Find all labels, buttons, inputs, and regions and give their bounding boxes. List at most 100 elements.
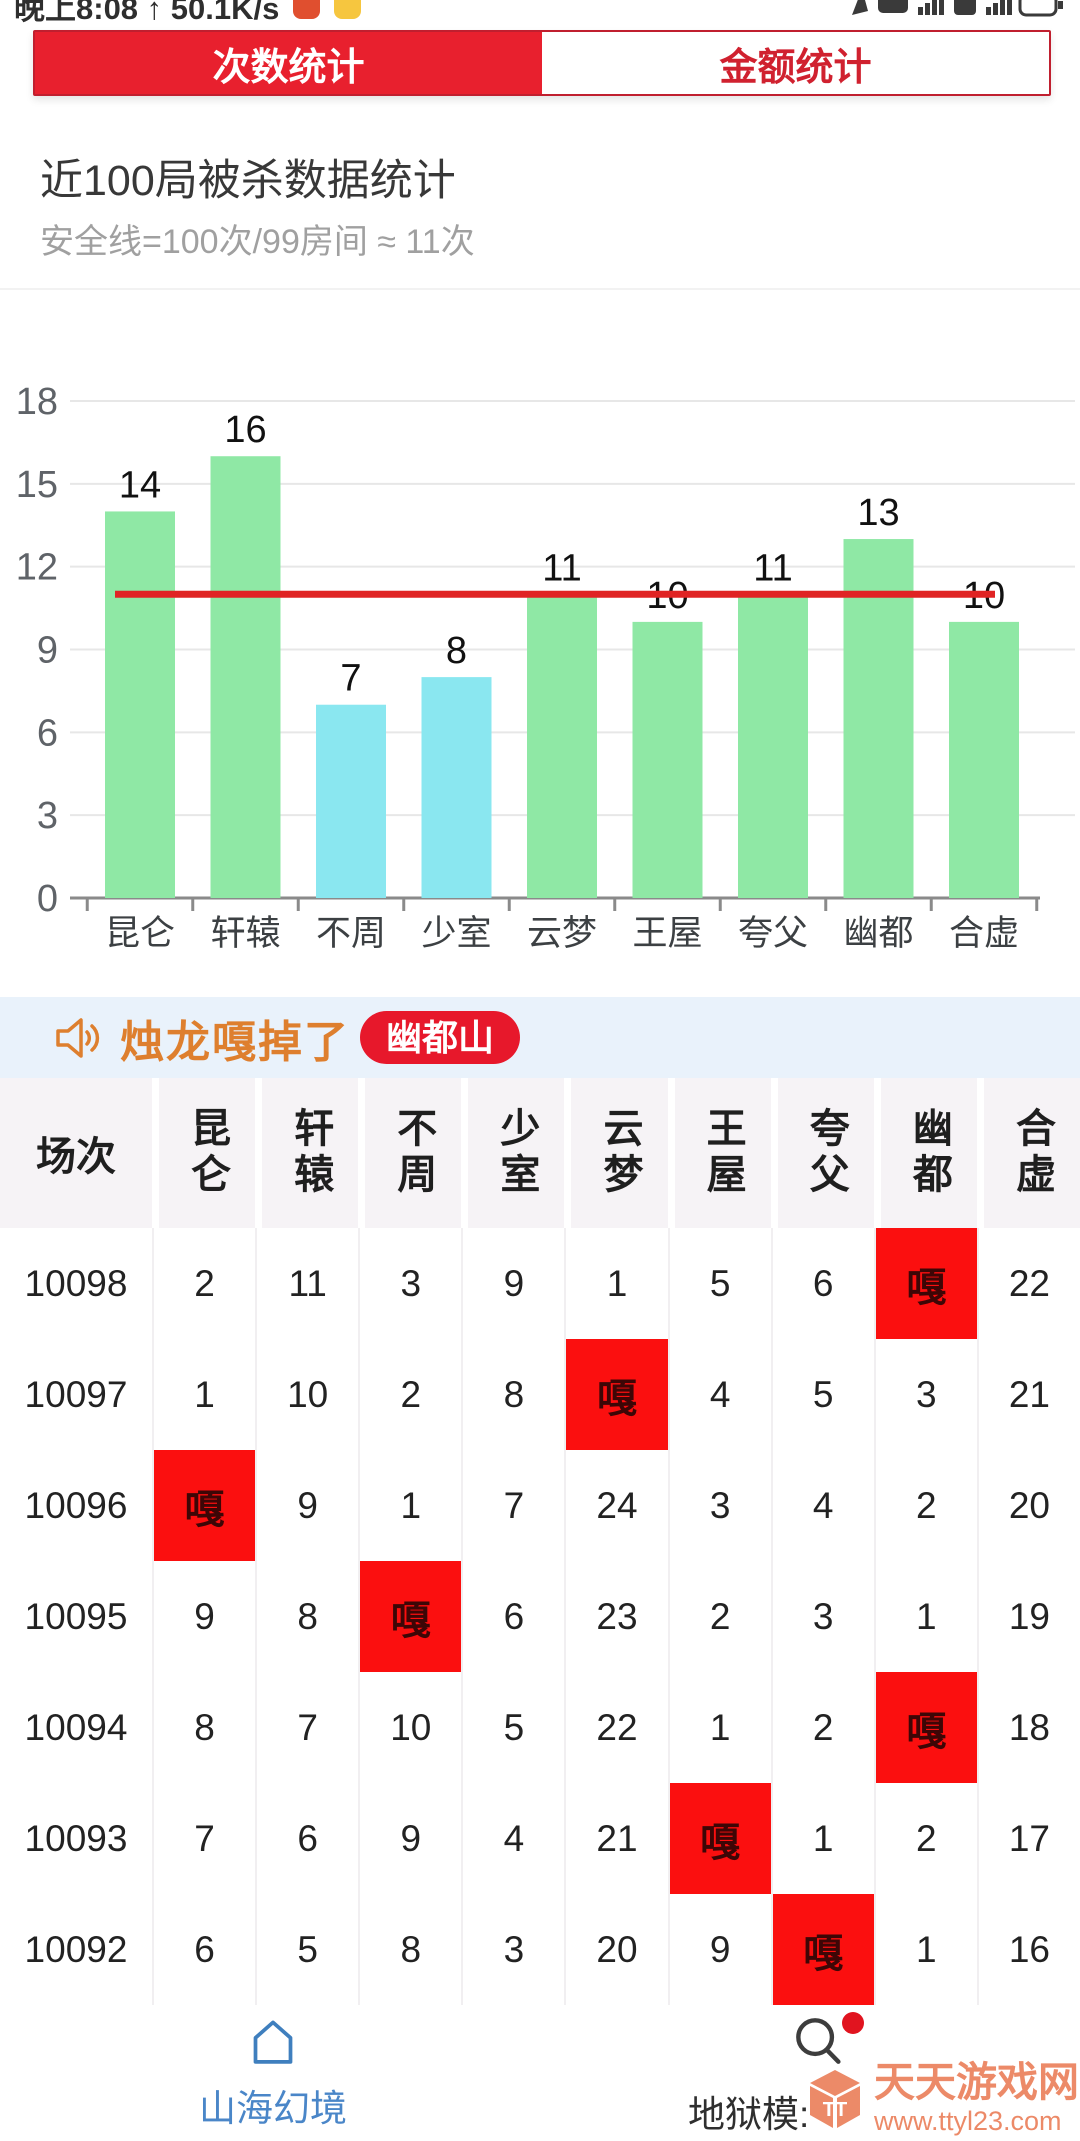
round-id-cell: 10097 [0, 1339, 152, 1450]
stat-cell: 5 [770, 1339, 874, 1450]
stat-cell: 19 [976, 1561, 1080, 1672]
stat-cell: 11 [255, 1228, 359, 1339]
stat-cell: 1 [770, 1783, 874, 1894]
stat-cell: 5 [255, 1894, 359, 2005]
x-category-label: 不周 [316, 914, 386, 953]
y-tick-label: 6 [37, 712, 58, 754]
chart-bar-8 [949, 621, 1019, 898]
stat-cell: 1 [873, 1561, 977, 1672]
tab-amount-stats[interactable]: 金额统计 [542, 32, 1049, 94]
column-header-5: 云梦 [564, 1078, 668, 1228]
chart-bar-5 [632, 621, 703, 898]
stat-cell: 4 [667, 1339, 771, 1450]
stat-cell: 6 [461, 1561, 565, 1672]
stat-cell: 2 [873, 1450, 977, 1561]
stat-cell: 2 [358, 1339, 462, 1450]
bar-value-label: 14 [119, 464, 161, 506]
kill-stats-table: 场次 昆仑 轩辕 不周 少室 云梦 王屋 夸父 幽都 合虚 10098 2 11 3 9 1 5 6 嘎 22 1009… [0, 1078, 1080, 2005]
x-category-label: 少室 [421, 914, 491, 953]
column-header-3: 不周 [358, 1078, 462, 1228]
x-category-label: 夸父 [738, 914, 808, 953]
stat-cell: 6 [770, 1228, 874, 1339]
chart-bar-3 [421, 677, 492, 898]
stat-cell: 6 [152, 1894, 256, 2005]
column-header-7: 夸父 [770, 1078, 874, 1228]
y-tick-label: 12 [16, 547, 58, 589]
stat-cell: 1 [667, 1672, 771, 1783]
stat-cell: 5 [461, 1672, 565, 1783]
x-category-label: 合虚 [949, 914, 1019, 953]
column-header-0: 场次 [0, 1078, 152, 1228]
watermark-logo-icon: TT [810, 2069, 860, 2128]
column-header-4: 少室 [461, 1078, 565, 1228]
x-category-label: 轩辕 [210, 914, 280, 953]
column-header-2: 轩辕 [255, 1078, 359, 1228]
stat-cell: 16 [976, 1894, 1080, 2005]
y-tick-label: 3 [37, 795, 58, 837]
x-category-label: 幽都 [843, 914, 913, 953]
stat-cell: 23 [564, 1561, 668, 1672]
stat-cell: 3 [770, 1561, 874, 1672]
kill-stats-bar-chart: 036912151814昆仑16轩辕7不周8少室11云梦10王屋11夸父13幽都… [16, 381, 1075, 953]
kill-cell: 嘎 [667, 1783, 771, 1894]
chart-bar-0 [105, 511, 175, 898]
announcement-bar: 烛龙嘎掉了 幽都山 [0, 997, 1080, 1078]
stat-cell: 9 [152, 1561, 256, 1672]
watermark: TT 天天游戏网 www.ttyl23.com [806, 2062, 1079, 2135]
y-tick-label: 0 [37, 878, 58, 920]
watermark-name: 天天游戏网 [874, 2059, 1079, 2105]
kill-cell: 嘎 [770, 1894, 874, 2005]
stat-cell: 9 [255, 1450, 359, 1561]
stat-cell: 5 [667, 1228, 771, 1339]
announcement-text: 烛龙嘎掉了 [120, 1017, 350, 1067]
round-id-cell: 10098 [0, 1228, 152, 1339]
nav-search[interactable] [788, 2010, 868, 2080]
page-title: 近100局被杀数据统计 [40, 157, 456, 205]
stat-cell: 17 [976, 1783, 1080, 1894]
y-tick-label: 18 [16, 381, 58, 423]
home-icon [253, 2020, 293, 2064]
stat-cell: 7 [461, 1450, 565, 1561]
speaker-icon [56, 1017, 100, 1058]
nav-home[interactable]: 山海幻境 [198, 2014, 348, 2132]
tab-count-stats[interactable]: 次数统计 [35, 32, 542, 94]
kill-cell: 嘎 [564, 1339, 668, 1450]
stat-cell: 21 [976, 1339, 1080, 1450]
x-category-label: 云梦 [527, 914, 597, 953]
y-tick-label: 9 [37, 630, 58, 672]
signal-bars-2-icon [986, 0, 1012, 15]
stat-cell: 2 [667, 1561, 771, 1672]
stat-cell: 4 [770, 1450, 874, 1561]
stat-cell: 21 [564, 1783, 668, 1894]
stat-cell: 3 [358, 1228, 462, 1339]
stat-cell: 3 [873, 1339, 977, 1450]
round-id-cell: 10095 [0, 1561, 152, 1672]
stat-cell: 1 [564, 1228, 668, 1339]
stat-cell: 24 [564, 1450, 668, 1561]
status-bar: 晚上8:08 ↑ 50.1K/s [0, 0, 1080, 26]
notification-dot [842, 2012, 864, 2034]
stat-cell: 3 [461, 1894, 565, 2005]
section-divider [0, 288, 1080, 290]
x-category-label: 昆仑 [105, 914, 175, 953]
round-id-cell: 10096 [0, 1450, 152, 1561]
stat-cell: 2 [770, 1672, 874, 1783]
watermark-url: www.ttyl23.com [874, 2106, 1062, 2136]
battery-icon [1018, 0, 1063, 17]
nav-mode-label: 地狱模: [688, 2094, 810, 2135]
sim-icon [954, 0, 976, 15]
kill-cell: 嘎 [358, 1561, 462, 1672]
status-time-netspeed: 晚上8:08 ↑ 50.1K/s [14, 0, 280, 26]
stat-cell: 20 [976, 1450, 1080, 1561]
bottom-nav: 山海幻境 地狱模: TT 天天游戏网 www.ttyl23.com [0, 2006, 1080, 2141]
y-tick-label: 15 [16, 464, 58, 506]
stat-cell: 4 [461, 1783, 565, 1894]
stat-cell: 2 [152, 1228, 256, 1339]
nav-home-label: 山海幻境 [199, 2088, 347, 2129]
stat-cell: 9 [667, 1894, 771, 2005]
tab-bar: 次数统计 金额统计 [33, 30, 1051, 96]
signal-bars-icon [918, 0, 944, 15]
stat-cell: 8 [461, 1339, 565, 1450]
status-emoji-red-icon [293, 0, 321, 19]
